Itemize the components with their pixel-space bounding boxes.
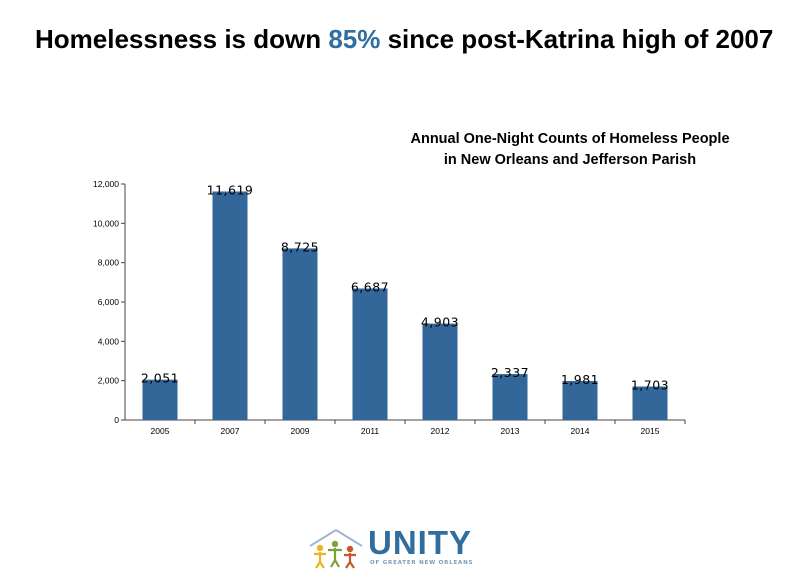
data-label: 1,981 [561,372,599,387]
bar-2014 [562,381,598,420]
bar-2009 [282,248,318,420]
chart-title-line-2: in New Orleans and Jefferson Parish [443,152,697,168]
bar-2012 [422,323,458,420]
data-label: 11,619 [207,182,254,197]
data-label: 1,703 [631,378,669,393]
y-tick-label: 0 [114,415,119,425]
x-tick-label: 2005 [151,426,170,436]
unity-logo: UNITY OF GREATER NEW ORLEANS [306,524,476,570]
bar-2011 [352,288,388,420]
y-tick-label: 12,000 [93,179,119,189]
data-label: 8,725 [281,239,319,254]
x-tick-label: 2014 [571,426,590,436]
headline-text-after: since post-Katrina high of 2007 [380,24,774,54]
data-label: 2,051 [141,371,179,386]
chart-title-line-1: Annual One-Night Counts of Homeless Peop… [410,131,730,147]
data-label: 2,337 [491,365,529,380]
y-tick-label: 10,000 [93,218,119,228]
y-tick-label: 2,000 [98,376,120,386]
x-tick-label: 2009 [291,426,310,436]
bar-2005 [142,379,178,420]
headline-highlight: 85% [328,24,381,54]
y-tick-label: 6,000 [98,297,120,307]
headline-text-before: Homelessness is down [35,24,329,54]
x-tick-label: 2015 [641,426,660,436]
chart-title: Annual One-Night Counts of Homeless Peop… [398,129,742,171]
logo-wordmark: UNITY [368,524,472,561]
logo-figures-icon [309,528,363,569]
logo-subtitle: OF GREATER NEW ORLEANS [370,560,474,566]
bar-2013 [492,374,528,420]
y-tick-label: 4,000 [98,336,120,346]
bar-2007 [212,191,248,420]
x-tick-label: 2007 [221,426,240,436]
data-label: 6,687 [351,279,389,294]
data-label: 4,903 [421,315,459,330]
x-tick-label: 2012 [431,426,450,436]
x-tick-label: 2011 [361,426,380,436]
page-headline: Homelessness is down 85% since post-Katr… [35,24,773,55]
x-tick-label: 2013 [501,426,520,436]
bar-2015 [632,386,668,420]
y-tick-label: 8,000 [98,258,120,268]
